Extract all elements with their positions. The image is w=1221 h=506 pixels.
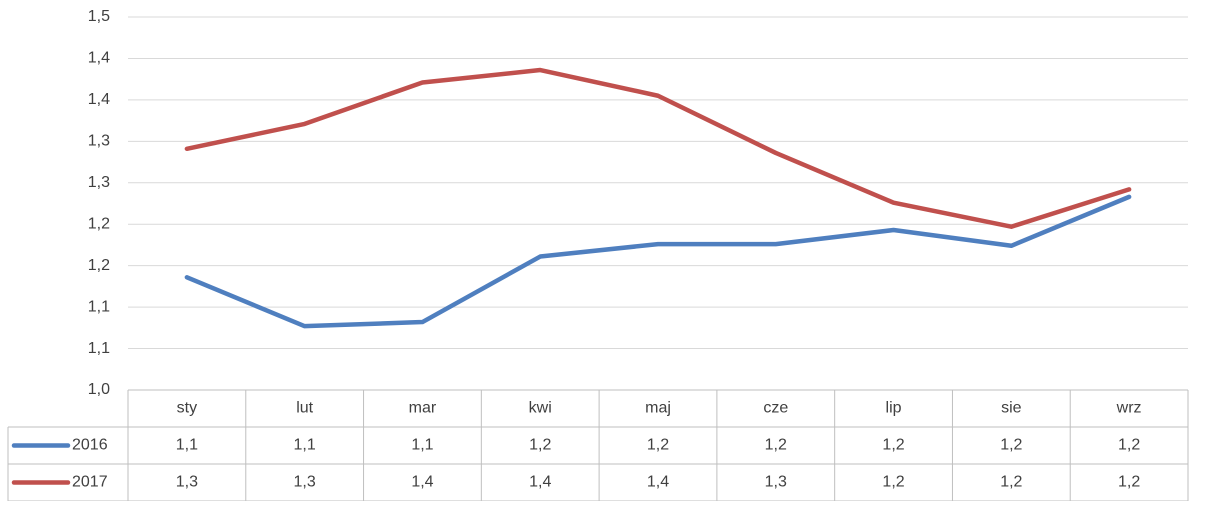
y-tick-label: 1,1 xyxy=(88,340,110,357)
data-label: 1,2 xyxy=(1000,474,1022,491)
y-tick-label: 1,3 xyxy=(88,174,110,191)
data-label: 1,3 xyxy=(765,474,787,491)
line xyxy=(184,194,1132,329)
data-label: 1,2 xyxy=(647,437,669,454)
y-tick-label: 1,0 xyxy=(88,381,110,398)
data-label: 1,2 xyxy=(1000,437,1022,454)
y-tick-label: 1,5 xyxy=(88,8,110,25)
x-tick-label: kwi xyxy=(529,400,552,417)
y-tick-label: 1,2 xyxy=(88,257,110,274)
legend-label: 2016 xyxy=(72,437,108,454)
x-tick-label: cze xyxy=(763,400,788,417)
x-tick-label: sie xyxy=(1001,400,1022,417)
legend-label: 2017 xyxy=(72,474,108,491)
x-tick-label: maj xyxy=(645,400,671,417)
x-tick-label: sty xyxy=(177,400,197,417)
data-label: 1,4 xyxy=(411,474,433,491)
data-label: 1,2 xyxy=(529,437,551,454)
x-tick-label: lut xyxy=(296,400,313,417)
y-tick-label: 1,1 xyxy=(88,298,110,315)
data-label: 1,1 xyxy=(176,437,198,454)
line xyxy=(184,67,1132,229)
data-label: 1,2 xyxy=(1118,474,1140,491)
x-tick-label: mar xyxy=(409,400,437,417)
data-label: 1,2 xyxy=(882,437,904,454)
data-label: 1,2 xyxy=(1118,437,1140,454)
data-label: 1,3 xyxy=(176,474,198,491)
data-label: 1,3 xyxy=(294,474,316,491)
data-label: 1,4 xyxy=(529,474,551,491)
y-tick-label: 1,4 xyxy=(88,50,110,67)
data-label: 1,1 xyxy=(294,437,316,454)
x-tick-label: wrz xyxy=(1116,400,1142,417)
y-tick-label: 1,4 xyxy=(88,91,110,108)
y-tick-label: 1,2 xyxy=(88,215,110,232)
x-tick-label: lip xyxy=(886,400,902,417)
data-label: 1,2 xyxy=(765,437,787,454)
data-label: 1,4 xyxy=(647,474,669,491)
data-label: 1,2 xyxy=(882,474,904,491)
data-label: 1,1 xyxy=(411,437,433,454)
y-tick-label: 1,3 xyxy=(88,133,110,150)
